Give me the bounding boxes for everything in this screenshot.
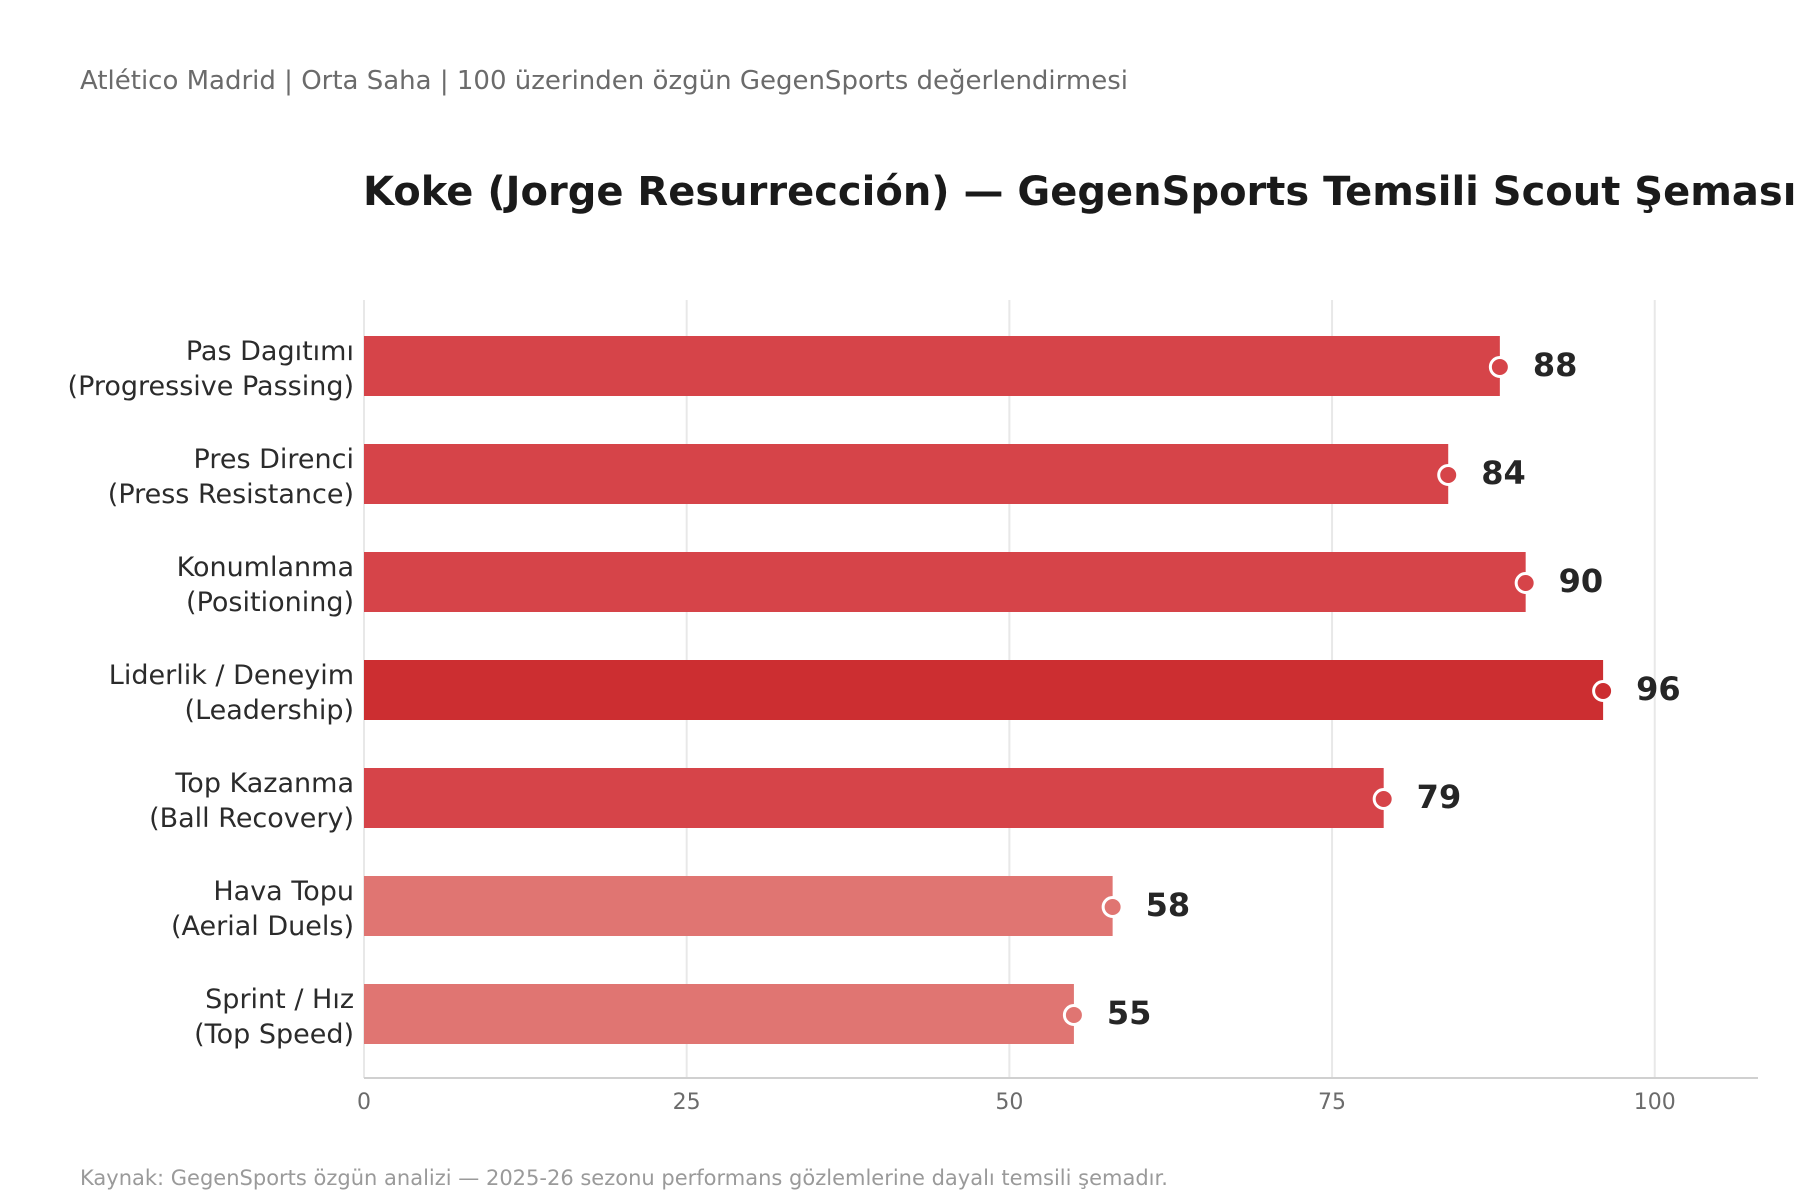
value-label-3: 96 bbox=[1636, 670, 1681, 708]
x-tick-label-50: 50 bbox=[995, 1090, 1023, 1115]
bars-group: 88 84 90 96 79 58 55 bbox=[364, 336, 1681, 1044]
bar-4 bbox=[364, 768, 1384, 828]
bar-3 bbox=[364, 660, 1604, 720]
bar-end-marker-3 bbox=[1592, 680, 1615, 702]
category-sublabel-1: (Press Resistance) bbox=[108, 479, 354, 510]
category-sublabel-5: (Aerial Duels) bbox=[171, 911, 354, 942]
category-sublabel-6: (Top Speed) bbox=[194, 1019, 354, 1050]
bar-end-marker-4 bbox=[1372, 788, 1395, 810]
bar-2 bbox=[364, 552, 1526, 612]
bar-end-marker-0 bbox=[1488, 356, 1511, 378]
category-labels: Pas Dagıtımı (Progressive Passing) Pres Di… bbox=[68, 336, 354, 1050]
chart-subtitle: Atlético Madrid | Orta Saha | 100 üzerin… bbox=[80, 66, 1128, 96]
category-sublabel-4: (Ball Recovery) bbox=[149, 803, 354, 834]
value-label-4: 79 bbox=[1417, 778, 1462, 816]
value-label-6: 55 bbox=[1107, 994, 1152, 1032]
bar-end-marker-2 bbox=[1514, 572, 1537, 594]
bar-end-marker-5 bbox=[1101, 896, 1124, 918]
bar-0 bbox=[364, 336, 1500, 396]
bar-end-marker-6 bbox=[1062, 1004, 1085, 1026]
value-label-0: 88 bbox=[1533, 346, 1578, 384]
bar-5 bbox=[364, 876, 1113, 936]
value-label-2: 90 bbox=[1559, 562, 1604, 600]
category-label-1: Pres Direnci bbox=[194, 444, 354, 475]
x-tick-label-100: 100 bbox=[1634, 1090, 1676, 1115]
category-label-4: Top Kazanma bbox=[174, 768, 354, 799]
chart-title: Koke (Jorge Resurrección) — GegenSports … bbox=[363, 169, 1796, 215]
x-tick-label-0: 0 bbox=[357, 1090, 371, 1115]
category-label-2: Konumlanma bbox=[177, 552, 354, 583]
category-label-3: Liderlik / Deneyim bbox=[109, 660, 354, 691]
category-label-0: Pas Dagıtımı bbox=[186, 336, 354, 367]
source-note: Kaynak: GegenSports özgün analizi — 2025… bbox=[80, 1166, 1168, 1190]
category-sublabel-2: (Positioning) bbox=[186, 587, 354, 618]
value-label-1: 84 bbox=[1481, 454, 1526, 492]
bar-1 bbox=[364, 444, 1449, 504]
value-label-5: 58 bbox=[1146, 886, 1191, 924]
x-tick-label-75: 75 bbox=[1318, 1090, 1346, 1115]
bar-end-marker-1 bbox=[1437, 464, 1460, 486]
category-sublabel-3: (Leadership) bbox=[185, 695, 354, 726]
category-label-5: Hava Topu bbox=[213, 876, 354, 907]
x-axis: 0 25 50 75 100 bbox=[357, 1077, 1758, 1115]
category-label-6: Sprint / Hız bbox=[205, 984, 354, 1015]
x-tick-label-25: 25 bbox=[673, 1090, 701, 1115]
bar-6 bbox=[364, 984, 1074, 1044]
category-sublabel-0: (Progressive Passing) bbox=[68, 371, 354, 402]
